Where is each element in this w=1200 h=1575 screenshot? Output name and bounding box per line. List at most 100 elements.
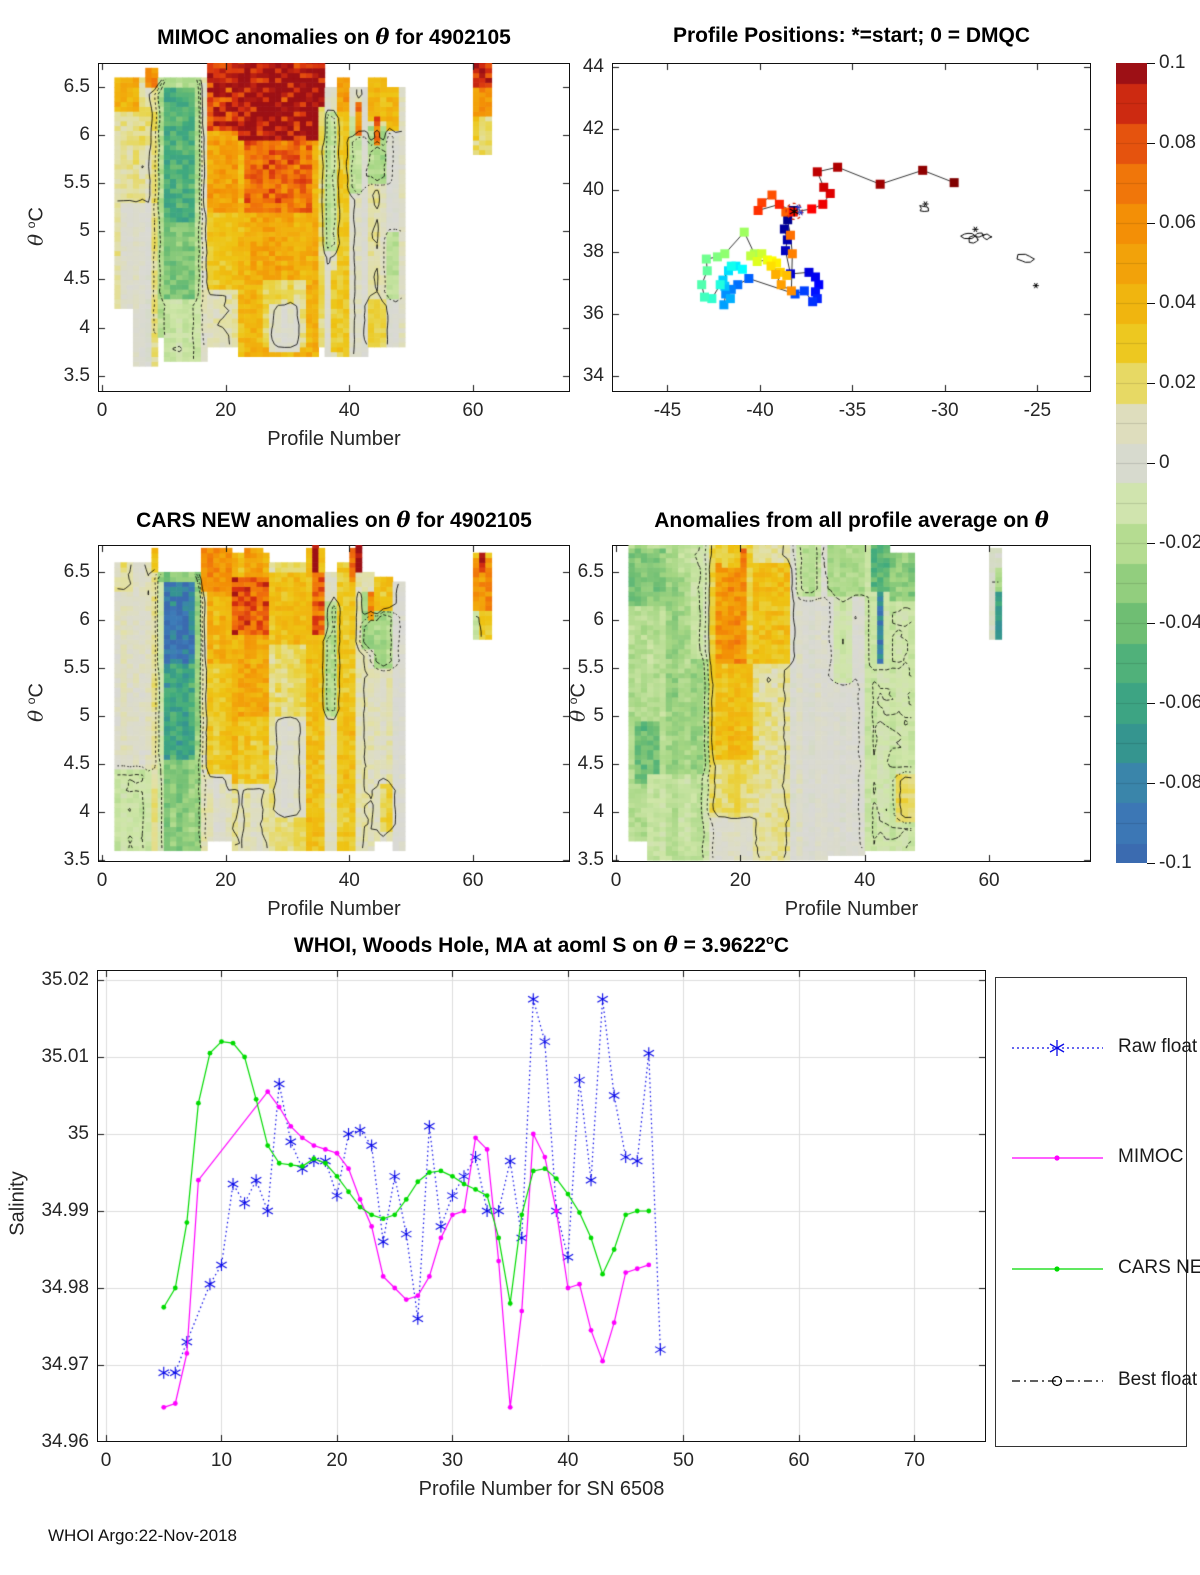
cars-ytick: 4 (79, 801, 90, 823)
salinity-ytick: 34.96 (41, 1431, 89, 1452)
cars-xlabel: Profile Number (267, 898, 401, 920)
salinity-xtick: 70 (903, 1450, 925, 1471)
salinity-xtick: 50 (672, 1450, 694, 1471)
positions-canvas (612, 63, 1091, 392)
colorbar-tick (1147, 623, 1155, 624)
avg-ytick: 6 (593, 608, 604, 630)
avg-ytick: 6.5 (577, 560, 604, 582)
avg-ytick: 4 (593, 801, 604, 823)
colorbar-tick-label: -0.02 (1159, 532, 1200, 553)
salinity-ytick: 34.99 (41, 1200, 89, 1221)
legend-sample-2 (1012, 1266, 1103, 1272)
colorbar-tick-label: 0.04 (1159, 292, 1196, 313)
legend-label: CARS NEW (1118, 1257, 1200, 1278)
legend-label: Raw float (1118, 1036, 1198, 1057)
cars-xtick: 0 (96, 870, 108, 891)
cars-xtick: 60 (462, 870, 484, 891)
mimoc-ytick: 5 (79, 220, 90, 242)
legend-item-raw-float: Raw float (996, 1036, 1197, 1060)
colorbar-tick (1147, 143, 1155, 144)
colorbar-tick-label: 0.08 (1159, 132, 1196, 153)
salinity-xtick: 60 (788, 1450, 810, 1471)
cars-canvas (98, 545, 570, 862)
salinity-ytick: 35 (67, 1123, 89, 1144)
cars-ytick: 4.5 (63, 753, 90, 775)
colorbar-tick (1147, 463, 1155, 464)
salinity-canvas (97, 970, 986, 1442)
colorbar-tick-label: -0.06 (1159, 692, 1200, 713)
avg-ytick: 5.5 (577, 656, 604, 678)
salinity-ytick: 35.02 (41, 969, 89, 990)
salinity-title: WHOI, Woods Hole, MA at aoml S on θ = 3.… (293, 932, 790, 957)
avg-xtick: 0 (610, 870, 622, 891)
positions-xtick: -40 (746, 400, 774, 421)
salinity-ytick: 35.01 (41, 1046, 89, 1067)
legend-item-best-float: Best float (996, 1369, 1197, 1393)
positions-ytick: 34 (582, 364, 604, 386)
legend-sample-3 (1012, 1375, 1103, 1387)
mimoc-ytick: 3.5 (63, 364, 90, 386)
colorbar-tick (1147, 783, 1155, 784)
salinity-xtick: 40 (557, 1450, 579, 1471)
colorbar-tick-label: 0.02 (1159, 372, 1196, 393)
colorbar-tick-label: -0.1 (1159, 852, 1192, 873)
salinity-xtick: 0 (100, 1450, 112, 1471)
colorbar-tick (1147, 223, 1155, 224)
mimoc-ytick: 6 (79, 124, 90, 146)
cars-ytick: 6.5 (63, 560, 90, 582)
salinity-xtick: 10 (210, 1450, 233, 1471)
colorbar-tick (1147, 303, 1155, 304)
mimoc-ytick: 4 (79, 316, 90, 338)
cars-xtick: 40 (338, 870, 360, 891)
colorbar-tick-label: 0.06 (1159, 212, 1196, 233)
legend-item-cars-new: CARS NEW (996, 1257, 1200, 1281)
salinity-xtick: 20 (326, 1450, 348, 1471)
legend-item-mimoc: MIMOC (996, 1146, 1186, 1170)
mimoc-xtick: 20 (215, 400, 237, 421)
positions-ytick: 38 (582, 241, 604, 263)
colorbar-canvas (1116, 63, 1147, 863)
avg-ylabel: θ oC (565, 682, 590, 722)
salinity-ytick: 34.98 (41, 1277, 89, 1298)
avg-title: Anomalies from all profile average on θ (654, 507, 1049, 532)
cars-ytick: 3.5 (63, 849, 90, 871)
colorbar-tick (1147, 543, 1155, 544)
avg-ytick: 3.5 (577, 849, 604, 871)
cars-ytick: 6 (79, 608, 90, 630)
avg-xtick: 60 (978, 870, 1000, 891)
cars-xtick: 20 (215, 870, 237, 891)
colorbar-tick (1147, 863, 1155, 864)
positions-title: Profile Positions: *=start; 0 = DMQC (672, 24, 1031, 47)
cars-ytick: 5 (79, 704, 90, 726)
avg-xtick: 40 (854, 870, 876, 891)
legend-box: Raw float MIMOC CARS NEW Best float (995, 977, 1200, 1447)
mimoc-canvas (98, 63, 570, 392)
salinity-ylabel: Salinity (6, 1171, 29, 1236)
colorbar-tick (1147, 63, 1155, 64)
mimoc-xtick: 60 (462, 400, 484, 421)
colorbar-tick (1147, 383, 1155, 384)
colorbar-tick-label: -0.04 (1159, 612, 1200, 633)
colorbar-tick-label: 0 (1159, 452, 1170, 473)
cars-ylabel: θ oC (23, 682, 48, 722)
footer-datestamp: WHOI Argo:22-Nov-2018 (48, 1526, 237, 1545)
positions-xtick: -45 (653, 400, 682, 421)
avg-canvas (612, 545, 1091, 862)
cars-ytick: 5.5 (63, 656, 90, 678)
mimoc-title: MIMOC anomalies on θ for 4902105 (157, 24, 511, 49)
mimoc-xtick: 0 (96, 400, 108, 421)
colorbar-tick-label: -0.08 (1159, 772, 1200, 793)
positions-ytick: 42 (582, 117, 604, 139)
legend-label: Best float (1118, 1369, 1198, 1390)
positions-ytick: 40 (582, 179, 604, 201)
legend-label: MIMOC (1118, 1146, 1184, 1167)
avg-xtick: 20 (729, 870, 751, 891)
positions-xtick: -30 (931, 400, 959, 421)
positions-xtick: -25 (1023, 400, 1052, 421)
mimoc-ytick: 5.5 (63, 172, 90, 194)
salinity-xtick: 30 (441, 1450, 464, 1471)
mimoc-xlabel: Profile Number (267, 428, 401, 450)
mimoc-ylabel: θ oC (23, 206, 48, 246)
avg-xlabel: Profile Number (784, 898, 919, 920)
